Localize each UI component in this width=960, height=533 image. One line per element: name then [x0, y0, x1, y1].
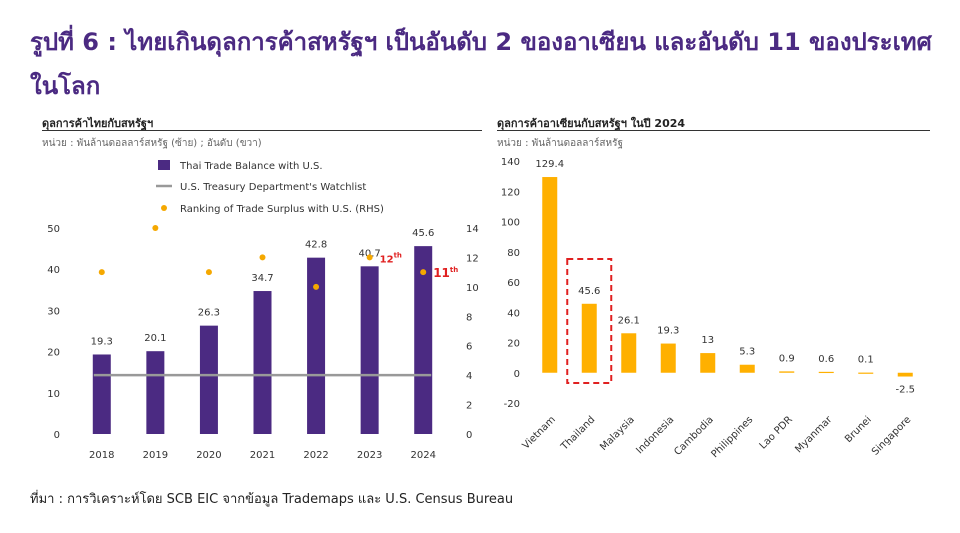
legend-label-bar: Thai Trade Balance with U.S. [179, 161, 323, 172]
right-y-tick-label: 120 [501, 187, 520, 198]
left-x-tick-label: 2019 [143, 450, 168, 461]
left-y2-tick-label: 0 [466, 430, 472, 441]
left-bar-label-2019: 20.1 [144, 333, 166, 344]
right-x-tick-label: Lao PDR [758, 414, 795, 451]
right-bar-label-Malaysia: 26.1 [618, 315, 640, 326]
left-rank-dot-2023 [366, 254, 373, 261]
left-x-tick-label: 2023 [357, 450, 382, 461]
left-y2-tick-label: 6 [466, 342, 472, 353]
legend-swatch-bar [158, 160, 170, 170]
left-bar-label-2020: 26.3 [198, 308, 220, 319]
right-y-tick-label: -20 [504, 399, 520, 410]
right-panel-unit: หน่วย : พันล้านดอลลาร์สหรัฐ [497, 138, 623, 149]
left-y2-tick-label: 12 [466, 253, 479, 264]
right-bar-label-Thailand: 45.6 [578, 286, 600, 297]
left-y-tick-label: 30 [47, 306, 60, 317]
left-bar-2021 [253, 291, 272, 434]
left-y-tick-label: 50 [47, 224, 60, 235]
left-rank-dot-2022 [313, 283, 320, 290]
right-y-tick-label: 100 [501, 218, 520, 229]
right-x-tick-label: Malaysia [598, 414, 637, 453]
right-y-tick-label: 0 [514, 369, 520, 380]
right-bar-label-Philippines: 5.3 [739, 347, 755, 358]
right-bar-Vietnam [542, 177, 558, 373]
left-bar-2019 [146, 351, 165, 434]
left-bar-2024 [414, 246, 433, 434]
left-y2-tick-label: 10 [466, 283, 479, 294]
right-bar-Thailand [581, 303, 597, 373]
left-x-tick-label: 2022 [303, 450, 328, 461]
left-panel-title: ดุลการค้าไทยกับสหรัฐฯ [42, 117, 154, 130]
left-rank-dot-2018 [98, 269, 105, 276]
right-panel-divider [497, 130, 930, 131]
legend-swatch-dot [161, 205, 167, 211]
right-x-tick-label: Thailand [559, 414, 598, 453]
right-y-tick-label: 60 [507, 278, 520, 289]
right-bar-Indonesia [660, 343, 676, 373]
right-y-tick-label: 80 [507, 248, 520, 259]
right-bar-label-Singapore: -2.5 [895, 385, 915, 396]
source-note: ที่มา : การวิเคราะห์โดย SCB EIC จากข้อมู… [30, 492, 514, 507]
right-bar-Cambodia [700, 353, 716, 373]
left-y-tick-label: 20 [47, 348, 60, 359]
right-bar-label-Myanmar: 0.6 [818, 354, 834, 365]
right-bar-label-Indonesia: 19.3 [657, 326, 679, 337]
left-x-tick-label: 2020 [196, 450, 221, 461]
right-y-tick-label: 140 [501, 157, 520, 168]
left-rank-dot-2020 [205, 269, 212, 276]
left-x-tick-label: 2021 [250, 450, 275, 461]
legend-label-dot: Ranking of Trade Surplus with U.S. (RHS) [180, 204, 384, 215]
left-bar-label-2024: 45.6 [412, 228, 434, 239]
left-y-tick-label: 0 [54, 430, 60, 441]
right-x-tick-label: Singapore [870, 414, 913, 457]
left-bar-2018 [92, 354, 111, 434]
right-x-tick-label: Brunei [843, 414, 874, 445]
left-panel-divider [42, 130, 482, 131]
left-panel-unit: หน่วย : พันล้านดอลลาร์สหรัฐ (ซ้าย) ; อัน… [42, 138, 262, 149]
left-bar-label-2022: 42.8 [305, 240, 327, 251]
left-bar-label-2023: 40.7 [359, 248, 381, 259]
right-x-tick-label: Indonesia [634, 414, 676, 456]
right-bar-Brunei [858, 372, 874, 374]
legend-label-line: U.S. Treasury Department's Watchlist [180, 182, 366, 193]
left-y2-tick-label: 2 [466, 401, 472, 412]
left-bar-label-2021: 34.7 [251, 273, 273, 284]
page-title-line1: รูปที่ 6 : ไทยเกินดุลการค้าสหรัฐฯ เป็นอั… [30, 28, 932, 56]
left-bar-label-2018: 19.3 [91, 336, 113, 347]
left-bar-2023 [360, 266, 379, 434]
right-bar-Lao PDR [779, 371, 795, 373]
right-bar-Philippines [739, 364, 755, 373]
page-title: รูปที่ 6 : ไทยเกินดุลการค้าสหรัฐฯ เป็นอั… [30, 20, 940, 108]
left-x-tick-label: 2018 [89, 450, 114, 461]
left-rank-dot-2019 [152, 225, 159, 231]
right-bar-label-Lao PDR: 0.9 [779, 353, 795, 364]
left-bar-2022 [307, 257, 326, 434]
right-y-tick-label: 20 [507, 339, 520, 350]
right-panel-title: ดุลการค้าอาเซียนกับสหรัฐฯ ในปี 2024 [497, 117, 686, 130]
right-x-tick-label: Philippines [709, 414, 755, 460]
left-y2-tick-label: 4 [466, 371, 472, 382]
right-x-tick-label: Myanmar [793, 414, 835, 456]
right-bar-label-Cambodia: 13 [701, 335, 714, 346]
right-highlight-box-thailand [566, 258, 613, 384]
right-bar-Malaysia [621, 333, 637, 373]
left-y2-tick-label: 14 [466, 224, 479, 235]
right-bar-Singapore [897, 372, 913, 377]
left-y2-tick-label: 8 [466, 312, 472, 323]
left-rank-dot-2024 [420, 269, 427, 276]
left-rank-dot-2021 [259, 254, 266, 261]
left-rank-annotation-2024: 11th [433, 266, 458, 280]
right-bar-Myanmar [818, 371, 834, 374]
left-y-tick-label: 40 [47, 265, 60, 276]
left-rank-annotation-2023: 12th [380, 251, 402, 265]
page-title-line2: ในโลก [30, 72, 101, 100]
left-y-tick-label: 10 [47, 389, 60, 400]
right-bar-label-Brunei: 0.1 [858, 355, 874, 366]
right-x-tick-label: Vietnam [521, 414, 558, 451]
right-y-tick-label: 40 [507, 308, 520, 319]
right-bar-label-Vietnam: 129.4 [535, 159, 564, 170]
left-x-tick-label: 2024 [410, 450, 435, 461]
left-bar-2020 [199, 325, 218, 434]
